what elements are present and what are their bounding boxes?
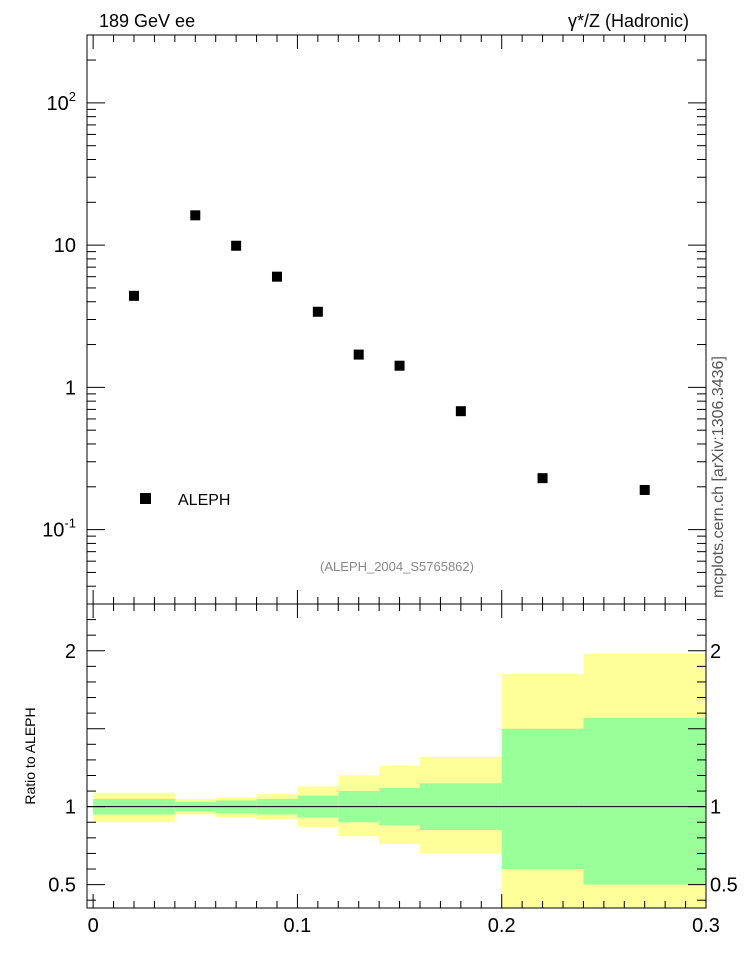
data-point [190,210,201,221]
legend-label-aleph: ALEPH [178,492,230,509]
data-point [353,349,364,360]
ratio-ytick-labels: 0.5 0.5 1 1 2 2 [48,641,738,897]
data-markers [128,210,650,495]
analysis-tag: (ALEPH_2004_S5765862) [320,559,474,574]
data-point [128,290,139,301]
ratio-ytick-label-left: 0.5 [48,875,76,897]
data-point [271,271,282,282]
legend-marker [140,493,151,504]
main-axis-ticks [87,34,707,605]
data-point [537,473,548,484]
ratio-xtick-label: 0.3 [692,915,720,937]
source-side-label: mcplots.cern.ch [arXiv:1306.3436] [710,356,727,598]
ratio-ytick-label-left: 1 [65,797,76,819]
main-ytick-label: 10 [54,235,76,257]
ratio-xtick-label: 0.2 [488,915,516,937]
data-point [231,240,242,251]
ratio-xtick-label: 0.1 [284,915,312,937]
process-label: γ*/Z (Hadronic) [568,11,689,31]
data-point [639,484,650,495]
ratio-xtick-label: 0 [88,915,99,937]
main-ytick-labels: 10-1 1 10 102 [42,89,76,542]
ratio-frame [86,603,707,909]
main-ytick-label: 10-1 [42,516,76,542]
ratio-ytick-label-right: 0.5 [710,875,738,897]
data-point [394,360,405,371]
ratio-ylabel: Ratio to ALEPH [22,707,38,804]
uncertainty-bands [93,653,706,908]
main-panel: 10-1 1 10 102 ALEPH (ALEPH_2004_S5765862) [42,34,707,605]
inner-band-bin [501,728,584,870]
energy-label: 189 GeV ee [99,11,195,31]
ratio-ytick-label-right: 1 [710,797,721,819]
ratio-ytick-label-left: 2 [65,641,76,663]
main-ytick-label: 102 [47,89,76,115]
ratio-xtick-labels: 0 0.1 0.2 0.3 [88,915,720,937]
ratio-panel: 0.5 0.5 1 1 2 2 0 0.1 0.2 0.3 Ratio to ALEPH [22,603,738,937]
ratio-ytick-label-right: 2 [710,641,721,663]
data-point [312,306,323,317]
main-ytick-label: 1 [65,377,76,399]
inner-band-bin [583,717,706,885]
main-frame [86,34,707,605]
data-point [455,406,466,417]
